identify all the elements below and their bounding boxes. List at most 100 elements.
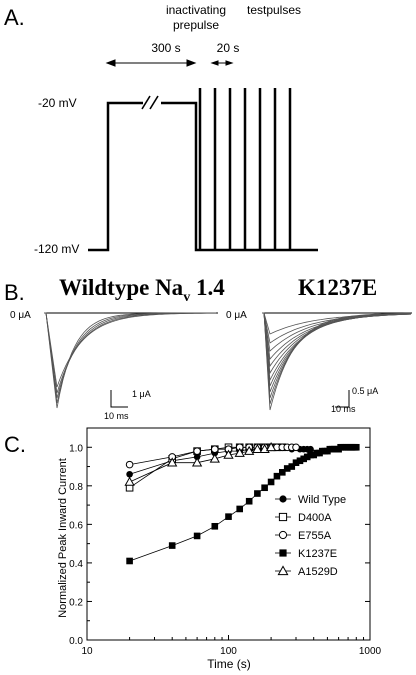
legend-item: A1529D <box>275 565 338 578</box>
data-point <box>244 445 255 455</box>
data-point <box>267 478 275 486</box>
data-point <box>261 484 268 492</box>
data-point <box>279 549 287 557</box>
panel-c-label: C. <box>4 432 26 457</box>
testpulse-lines <box>198 88 292 250</box>
legend-item: E755A <box>275 530 332 542</box>
legend-item: Wild Type <box>275 494 346 506</box>
wildtype-current-traces <box>44 312 218 409</box>
legend-item: D400A <box>275 512 332 524</box>
legend-label: K1237E <box>298 548 337 560</box>
data-point <box>168 542 176 549</box>
wildtype-scale-bar <box>110 390 128 408</box>
data-point <box>252 443 263 453</box>
data-point <box>352 443 360 451</box>
y-tick-label: 0.0 <box>69 636 83 647</box>
k1237e-current-traces <box>262 312 412 411</box>
prepulse-label-line2: prepulse <box>173 18 219 32</box>
data-point <box>211 522 219 530</box>
data-point <box>126 557 133 565</box>
data-point <box>191 457 203 467</box>
data-point <box>288 463 296 470</box>
current-trace <box>262 312 412 399</box>
y-axis-title: Normalized Peak Inward Current <box>57 458 69 618</box>
data-point <box>193 453 201 461</box>
chart-series <box>124 441 360 565</box>
data-point <box>193 447 201 455</box>
prepulse-duration-arrow <box>105 59 197 67</box>
time-break-mark <box>141 95 161 110</box>
data-point <box>223 449 234 459</box>
v-hold-label: -20 mV <box>38 96 77 110</box>
data-point <box>273 472 281 480</box>
data-point <box>265 441 277 452</box>
y-tick-label: 0.4 <box>69 559 83 570</box>
data-point <box>254 490 261 497</box>
data-point <box>300 455 308 463</box>
current-trace <box>262 312 412 387</box>
data-point <box>278 530 288 540</box>
current-trace <box>262 312 412 335</box>
series-k1237e <box>126 443 360 565</box>
legend-label: E755A <box>298 530 332 542</box>
k1237e-scale-bar <box>335 390 350 408</box>
data-point <box>193 532 201 540</box>
data-point <box>292 443 300 452</box>
series-a1529d <box>124 441 277 486</box>
testpulses-label: testpulses <box>247 3 301 17</box>
data-point <box>278 469 286 476</box>
data-point <box>234 447 245 457</box>
data-point <box>236 505 244 513</box>
data-point <box>283 465 291 472</box>
panel-b-label: B. <box>4 280 25 305</box>
data-point <box>126 470 133 478</box>
panel-c: C. Normalized Peak Inward Current Time (… <box>4 427 382 671</box>
zero-label-right: 0 μA <box>226 310 247 321</box>
data-point <box>303 453 311 461</box>
k1237e-scale-time: 10 ms <box>331 404 356 414</box>
k1237e-scale-current: 0.5 μA <box>352 386 378 396</box>
v-rest-label: -120 mV <box>34 242 79 256</box>
data-point <box>225 513 232 520</box>
prepulse-duration-label: 300 s <box>151 41 180 55</box>
data-point <box>278 512 288 522</box>
wildtype-scale-current: 1 μA <box>132 389 151 399</box>
current-trace <box>44 312 216 388</box>
series-line <box>129 446 272 483</box>
testpulse-interval-arrow <box>210 60 234 66</box>
wildtype-scale-time: 10 ms <box>104 411 129 421</box>
y-tick-label: 0.8 <box>69 482 83 493</box>
legend-label: D400A <box>298 512 332 524</box>
current-trace <box>44 312 216 394</box>
data-point <box>125 460 134 469</box>
current-trace <box>44 312 216 399</box>
x-tick-label: 10 <box>81 646 93 657</box>
x-axis-title: Time (s) <box>207 657 251 671</box>
y-tick-label: 1.0 <box>69 443 83 454</box>
legend-label: A1529D <box>298 566 338 578</box>
testpulse-interval-label: 20 s <box>217 41 240 55</box>
data-point <box>279 495 287 503</box>
legend-item: K1237E <box>275 548 337 560</box>
x-tick-label: 100 <box>220 646 237 657</box>
data-point <box>209 453 220 463</box>
data-point <box>292 459 300 466</box>
data-point <box>245 497 253 505</box>
k1237e-title: K1237E <box>298 275 377 300</box>
wildtype-title: Wildtype Nav 1.4 <box>59 275 225 305</box>
data-point <box>210 445 219 454</box>
chart-axes: 0.0 0.2 0.4 0.6 0.8 1.0 10 100 1000 <box>69 427 382 657</box>
zero-label-left: 0 μA <box>10 310 31 321</box>
data-point <box>277 565 289 576</box>
x-tick-label: 1000 <box>359 646 382 657</box>
data-point <box>296 457 304 465</box>
voltage-protocol-trace <box>88 101 318 252</box>
y-tick-label: 0.6 <box>69 520 83 531</box>
data-point <box>307 445 314 453</box>
y-tick-label: 0.2 <box>69 597 83 608</box>
panel-a-label: A. <box>4 5 25 30</box>
panel-a: A. inactivating prepulse testpulses 300 … <box>4 3 318 256</box>
data-point <box>167 457 178 467</box>
legend-label: Wild Type <box>298 494 346 506</box>
